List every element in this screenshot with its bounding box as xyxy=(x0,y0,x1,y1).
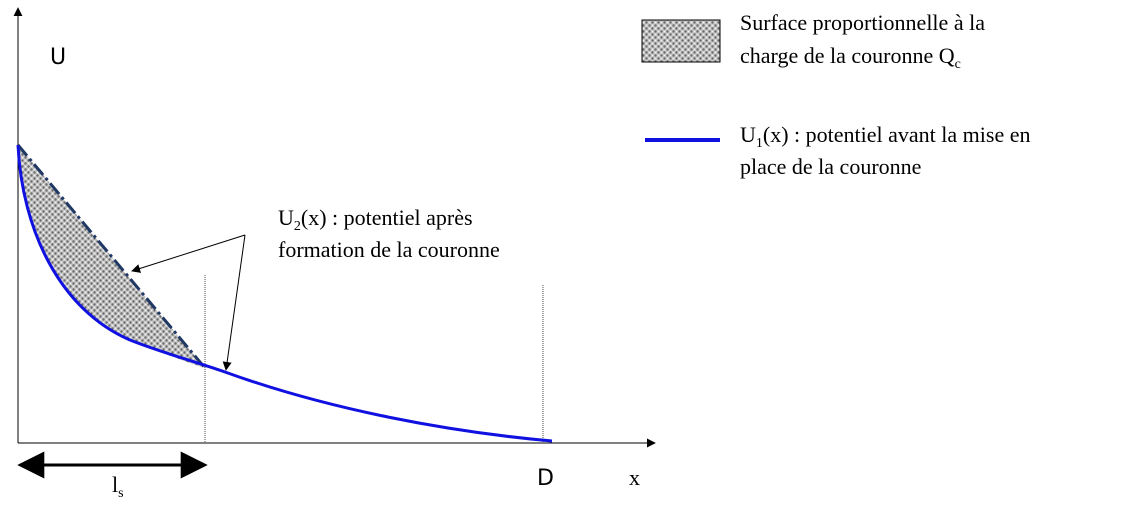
u2-rest: (x) : potentiel après xyxy=(301,205,473,230)
u1-curve xyxy=(16,144,553,443)
ls-label: ls xyxy=(112,472,124,501)
annotation-arrow xyxy=(222,234,246,371)
x-axis-label: x xyxy=(629,465,640,490)
ls-main: l xyxy=(112,472,118,497)
annotation-line: formation de la couronne xyxy=(278,237,500,262)
legend-text: charge de la couronne Qc xyxy=(740,43,961,72)
u2-line xyxy=(16,144,207,369)
annotation-line: U2(x) : potentiel après xyxy=(278,205,473,234)
annotation-arrow xyxy=(131,234,246,273)
u2-sub: 2 xyxy=(294,219,301,234)
u2-main: U xyxy=(278,205,294,230)
legend-text: place de la couronne xyxy=(740,154,921,179)
legend-text: U1(x) : potentiel avant la mise en xyxy=(740,122,1030,151)
y-axis-label: U xyxy=(50,45,66,70)
legend-main: charge de la couronne Q xyxy=(740,43,955,68)
legend-sub: 1 xyxy=(756,136,763,151)
legend-main: U xyxy=(740,122,756,147)
ls-sub: s xyxy=(118,486,123,501)
legend-rest: (x) : potentiel avant la mise en xyxy=(763,122,1031,147)
d-label: D xyxy=(537,466,554,491)
legend-text: Surface proportionnelle à la xyxy=(740,10,985,35)
legend-sub: c xyxy=(955,57,961,72)
legend-swatch xyxy=(641,19,721,63)
